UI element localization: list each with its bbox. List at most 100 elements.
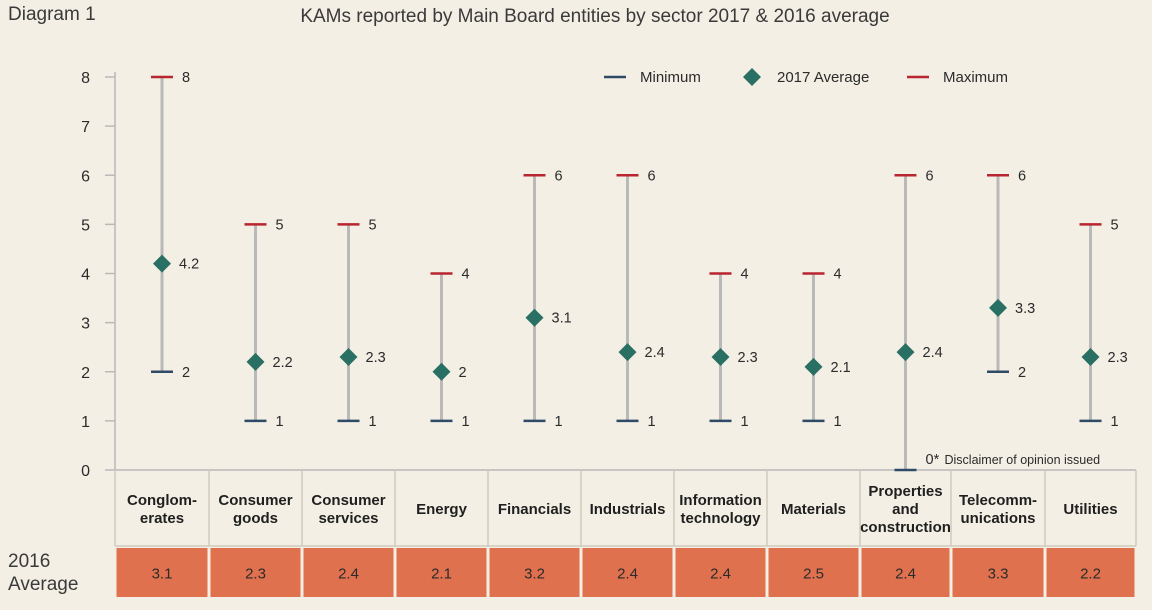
diagram-label: Diagram 1 (8, 4, 96, 25)
average-label: 2.1 (831, 360, 851, 376)
category-label: Energy (416, 501, 468, 518)
minimum-label: 2 (1018, 365, 1026, 381)
category-label: Consumer (218, 492, 292, 509)
category-label: Consumer (311, 492, 385, 509)
table-cell (116, 548, 208, 597)
legend-label: Minimum (640, 69, 701, 86)
average-marker (804, 357, 823, 376)
maximum-label: 6 (1018, 168, 1026, 184)
legend-label: Maximum (943, 69, 1008, 86)
average-label: 2.4 (645, 345, 665, 361)
category-label: Financials (498, 501, 571, 518)
y-tick-label: 5 (81, 217, 90, 234)
table-cell (396, 548, 487, 597)
minimum-label: 1 (369, 414, 377, 430)
legend-marker (743, 68, 761, 86)
maximum-label: 6 (555, 168, 563, 184)
average-label: 3.1 (552, 311, 572, 327)
minimum-label: 1 (648, 414, 656, 430)
minimum-label: 1 (834, 414, 842, 430)
y-tick-label: 0 (81, 463, 90, 480)
table-cell-value: 2.3 (245, 566, 266, 583)
table-cell-value: 2.4 (338, 566, 359, 583)
average-label: 2.3 (366, 350, 386, 366)
category-label: unications (960, 510, 1035, 527)
y-tick-label: 3 (81, 316, 90, 333)
table-cell-value: 2.5 (803, 566, 824, 583)
category-label: Industrials (590, 501, 666, 518)
category-label: construction (860, 519, 951, 536)
table-cell (768, 548, 859, 597)
table-cell (675, 548, 766, 597)
table-cell-value: 3.2 (524, 566, 545, 583)
legend-label: 2017 Average (777, 69, 869, 86)
annotation-note: Disclaimer of opinion issued (945, 453, 1101, 467)
minimum-label: 1 (555, 414, 563, 430)
table-row-label-line-1: 2016 (8, 551, 51, 572)
average-label: 2.4 (923, 345, 943, 361)
maximum-label: 5 (369, 217, 377, 233)
maximum-label: 4 (741, 267, 749, 283)
y-tick-label: 1 (81, 414, 90, 431)
average-marker (525, 308, 544, 327)
table-cell (861, 548, 950, 597)
category-label: Properties (868, 483, 942, 500)
table-cell (582, 548, 673, 597)
average-label: 2 (459, 365, 467, 381)
y-tick-label: 4 (81, 267, 90, 284)
average-label: 2.3 (738, 350, 758, 366)
average-label: 2.3 (1108, 350, 1128, 366)
table-cell-value: 3.3 (988, 566, 1009, 583)
category-label: goods (233, 510, 278, 527)
category-label: erates (140, 510, 184, 527)
average-label: 2.2 (273, 355, 293, 371)
table-cell-value: 2.4 (895, 566, 916, 583)
table-cell-value: 2.1 (431, 566, 452, 583)
table-cell (210, 548, 301, 597)
maximum-label: 6 (926, 168, 934, 184)
table-cell-value: 2.4 (710, 566, 731, 583)
minimum-label: 1 (276, 414, 284, 430)
table-cell-value: 2.2 (1080, 566, 1101, 583)
average-marker (432, 362, 451, 381)
table-cell (489, 548, 580, 597)
minimum-label: 1 (462, 414, 470, 430)
table-row-label: 2016 Average (8, 550, 78, 596)
category-label: Utilities (1063, 501, 1117, 518)
category-label: and (892, 501, 919, 518)
y-tick-label: 6 (81, 168, 90, 185)
y-tick-label: 7 (81, 119, 90, 136)
y-tick-label: 2 (81, 365, 90, 382)
maximum-label: 4 (834, 267, 842, 283)
category-label: Information (679, 492, 762, 509)
category-label: services (318, 510, 378, 527)
table-cell (952, 548, 1044, 597)
minimum-label: 2 (182, 365, 190, 381)
minimum-label: 1 (1111, 414, 1119, 430)
table-cell (1046, 548, 1135, 597)
table-cell-value: 3.1 (152, 566, 173, 583)
average-label: 4.2 (179, 257, 199, 273)
category-label: Materials (781, 501, 846, 518)
category-label: technology (680, 510, 761, 527)
minimum-label: 1 (741, 414, 749, 430)
maximum-label: 5 (1111, 217, 1119, 233)
chart-title: KAMs reported by Main Board entities by … (300, 6, 890, 27)
annotation-label: 0* (926, 452, 940, 468)
maximum-label: 5 (276, 217, 284, 233)
table-row-label-line-2: Average (8, 574, 79, 595)
average-marker (989, 298, 1007, 317)
maximum-label: 4 (462, 267, 470, 283)
maximum-label: 8 (182, 70, 190, 86)
table-cell (303, 548, 394, 597)
average-marker (339, 348, 358, 367)
average-marker (618, 343, 637, 362)
category-label: Conglom- (127, 492, 197, 509)
average-marker (1081, 348, 1100, 367)
maximum-label: 6 (648, 168, 656, 184)
average-label: 3.3 (1015, 301, 1035, 317)
table-cell-value: 2.4 (617, 566, 638, 583)
average-marker (246, 352, 265, 371)
category-label: Telecomm- (959, 492, 1037, 509)
